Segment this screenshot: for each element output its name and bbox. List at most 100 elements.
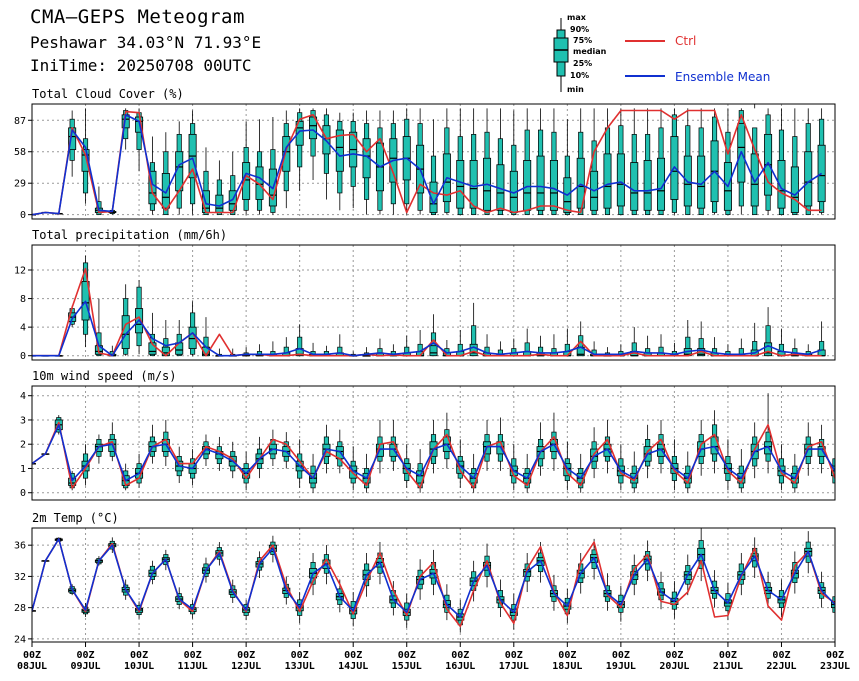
box-cloud bbox=[483, 108, 492, 216]
x-tick-label-hour: 00Z bbox=[826, 650, 844, 661]
panel-cloud: 0 29 58 87 bbox=[14, 103, 836, 221]
x-tick-label-hour: 00Z bbox=[772, 650, 790, 661]
box-cloud bbox=[442, 108, 451, 215]
legend-label-25: 25% bbox=[573, 59, 592, 68]
box-cloud bbox=[469, 108, 478, 216]
y-tick-label: 12 bbox=[14, 266, 26, 277]
box-cloud bbox=[188, 110, 197, 215]
box-inner bbox=[630, 162, 639, 211]
box-wind bbox=[268, 429, 277, 467]
legend-label-median: median bbox=[573, 47, 607, 56]
box-inner bbox=[549, 160, 558, 211]
box-cloud bbox=[509, 110, 518, 216]
box-inner bbox=[536, 155, 545, 211]
x-tick-label-hour: 00Z bbox=[719, 650, 737, 661]
mean-line-precip bbox=[32, 300, 822, 357]
box-wind bbox=[845, 456, 852, 492]
box-inner bbox=[322, 125, 331, 155]
box-precip bbox=[175, 320, 184, 357]
box-cloud bbox=[536, 108, 545, 216]
box-cloud bbox=[630, 108, 639, 216]
box-cloud bbox=[335, 112, 344, 211]
box-cloud bbox=[255, 119, 264, 215]
x-tick-label-hour: 00Z bbox=[77, 650, 95, 661]
box-inner bbox=[469, 343, 478, 357]
y-tick-label: 3 bbox=[20, 415, 26, 426]
box-inner bbox=[456, 160, 465, 209]
panel-frame bbox=[31, 244, 836, 361]
box-cloud bbox=[710, 108, 719, 215]
box-wind bbox=[737, 449, 746, 493]
x-tick-label-hour: 00Z bbox=[23, 650, 41, 661]
box-inner bbox=[429, 345, 438, 357]
box-precip bbox=[429, 314, 438, 357]
box-precip bbox=[737, 338, 746, 357]
panel-frame bbox=[31, 527, 836, 643]
x-tick-label-date: 13JUL bbox=[285, 661, 315, 672]
box-precip bbox=[576, 321, 585, 357]
box-outer bbox=[846, 468, 850, 487]
panel-title-cloud: Total Cloud Cover (%) bbox=[32, 87, 184, 101]
box-cloud bbox=[282, 110, 291, 209]
box-cloud bbox=[549, 108, 558, 216]
box-inner bbox=[309, 116, 318, 140]
box-cloud bbox=[616, 108, 625, 216]
box-wind bbox=[148, 424, 157, 464]
box-inner bbox=[643, 160, 652, 211]
box-inner bbox=[576, 157, 585, 209]
box-inner bbox=[282, 136, 291, 172]
box-wind bbox=[563, 441, 572, 491]
x-tick-label-date: 16JUL bbox=[445, 661, 475, 672]
data-precip bbox=[32, 255, 826, 357]
y-tick-label: 1 bbox=[20, 464, 26, 475]
x-tick-label-hour: 00Z bbox=[130, 650, 148, 661]
chart-title: CMA–GEPS Meteogram bbox=[30, 6, 245, 28]
x-tick-label-date: 11JUL bbox=[178, 661, 208, 672]
box-inner bbox=[603, 153, 612, 209]
box-cloud bbox=[242, 121, 251, 215]
panels: 029588704812012342428323600Z08JUL00Z09JU… bbox=[14, 103, 852, 672]
box-inner bbox=[697, 155, 706, 209]
x-tick-label-hour: 00Z bbox=[558, 650, 576, 661]
box-cloud bbox=[657, 108, 666, 216]
panel-frame bbox=[31, 103, 836, 220]
x-tick-label-date: 15JUL bbox=[392, 661, 422, 672]
box-temp bbox=[32, 610, 36, 612]
y-tick-label: 4 bbox=[20, 391, 26, 402]
y-tick-label: 58 bbox=[14, 147, 26, 158]
data-wind bbox=[32, 393, 852, 493]
box-inner bbox=[750, 153, 759, 207]
panel-precip: 0 4 8 12 bbox=[14, 244, 836, 362]
mean-line-temp bbox=[32, 538, 835, 618]
x-tick-label-date: 10JUL bbox=[124, 661, 154, 672]
box-cloud bbox=[697, 108, 706, 216]
y-tick-label: 36 bbox=[14, 541, 26, 552]
panel-title-temp: 2m Temp (°C) bbox=[32, 511, 119, 525]
box-wind bbox=[590, 427, 599, 479]
x-tick-label-hour: 00Z bbox=[344, 650, 362, 661]
y-tick-label: 0 bbox=[20, 488, 26, 499]
box-cloud bbox=[523, 108, 532, 216]
box-cloud bbox=[416, 108, 425, 215]
box-cloud bbox=[161, 132, 170, 216]
y-tick-label: 0 bbox=[20, 210, 26, 221]
x-tick-label-date: 09JUL bbox=[70, 661, 100, 672]
legend-ctrl-label: Ctrl bbox=[675, 34, 696, 48]
data-temp bbox=[32, 528, 835, 633]
data-cloud bbox=[32, 104, 826, 216]
y-tick-label: 4 bbox=[20, 323, 26, 334]
box-inner bbox=[335, 129, 344, 172]
init-time: IniTime: 20250708 00UTC bbox=[30, 56, 252, 75]
panel-frame bbox=[31, 385, 836, 501]
box-inner bbox=[616, 153, 625, 207]
legend-label-max: max bbox=[567, 13, 587, 22]
box-wind bbox=[496, 417, 505, 471]
box-cloud bbox=[349, 112, 358, 209]
box-precip bbox=[161, 320, 170, 357]
box-inner bbox=[563, 463, 572, 477]
x-tick-label-hour: 00Z bbox=[612, 650, 630, 661]
y-tick-label: 29 bbox=[14, 179, 26, 190]
legend-label-min: min bbox=[567, 85, 584, 94]
mean-line-cloud bbox=[32, 114, 823, 216]
x-tick-label-date: 14JUL bbox=[338, 661, 368, 672]
